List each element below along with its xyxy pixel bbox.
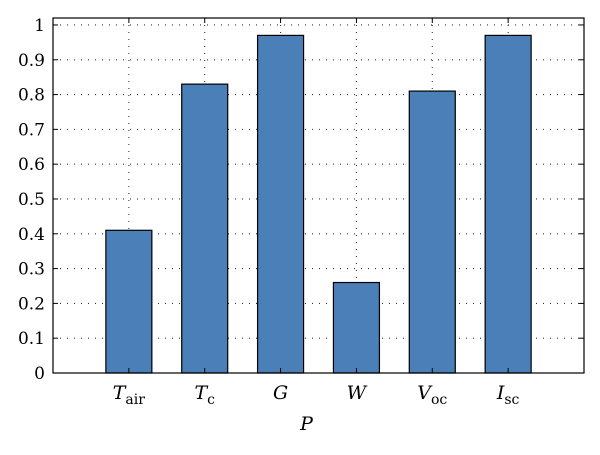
bar-w xyxy=(332,281,381,374)
bar-g xyxy=(256,34,305,374)
plot-frame xyxy=(52,17,585,374)
x-tick-label: Tair xyxy=(113,382,146,408)
y-tick-label: 0.6 xyxy=(18,155,45,175)
x-tick-label: Tc xyxy=(194,382,215,408)
y-tick-label: 1 xyxy=(34,16,45,36)
axis-ticks xyxy=(53,18,584,374)
y-tick-label: 0.2 xyxy=(18,294,45,314)
x-tick-label: W xyxy=(347,382,368,404)
bar-tc xyxy=(181,83,229,374)
x-tick-label: Voc xyxy=(417,382,447,408)
bar-voc xyxy=(408,90,456,374)
bar-isc xyxy=(484,34,532,374)
y-tick-label: 0.3 xyxy=(18,260,45,280)
x-tick-label: G xyxy=(273,382,288,404)
y-tick-labels: 0 0.1 0.2 0.3 0.4 0.5 0.6 0.7 0.8 0.9 1 xyxy=(18,16,45,384)
x-axis-title: P xyxy=(299,413,314,435)
y-tick-label: 0 xyxy=(34,364,45,384)
x-tick-labels: Tair Tc G W Voc Isc xyxy=(113,382,520,408)
y-tick-label: 0.9 xyxy=(18,51,45,71)
bar-tair xyxy=(105,229,153,374)
y-tick-label: 0.5 xyxy=(18,190,45,210)
y-tick-label: 0.4 xyxy=(18,225,45,245)
x-tick-label: Isc xyxy=(496,382,520,408)
y-tick-label: 0.7 xyxy=(18,120,45,140)
y-tick-label: 0.8 xyxy=(18,86,45,106)
y-tick-label: 0.1 xyxy=(18,329,45,349)
bars xyxy=(105,34,532,374)
